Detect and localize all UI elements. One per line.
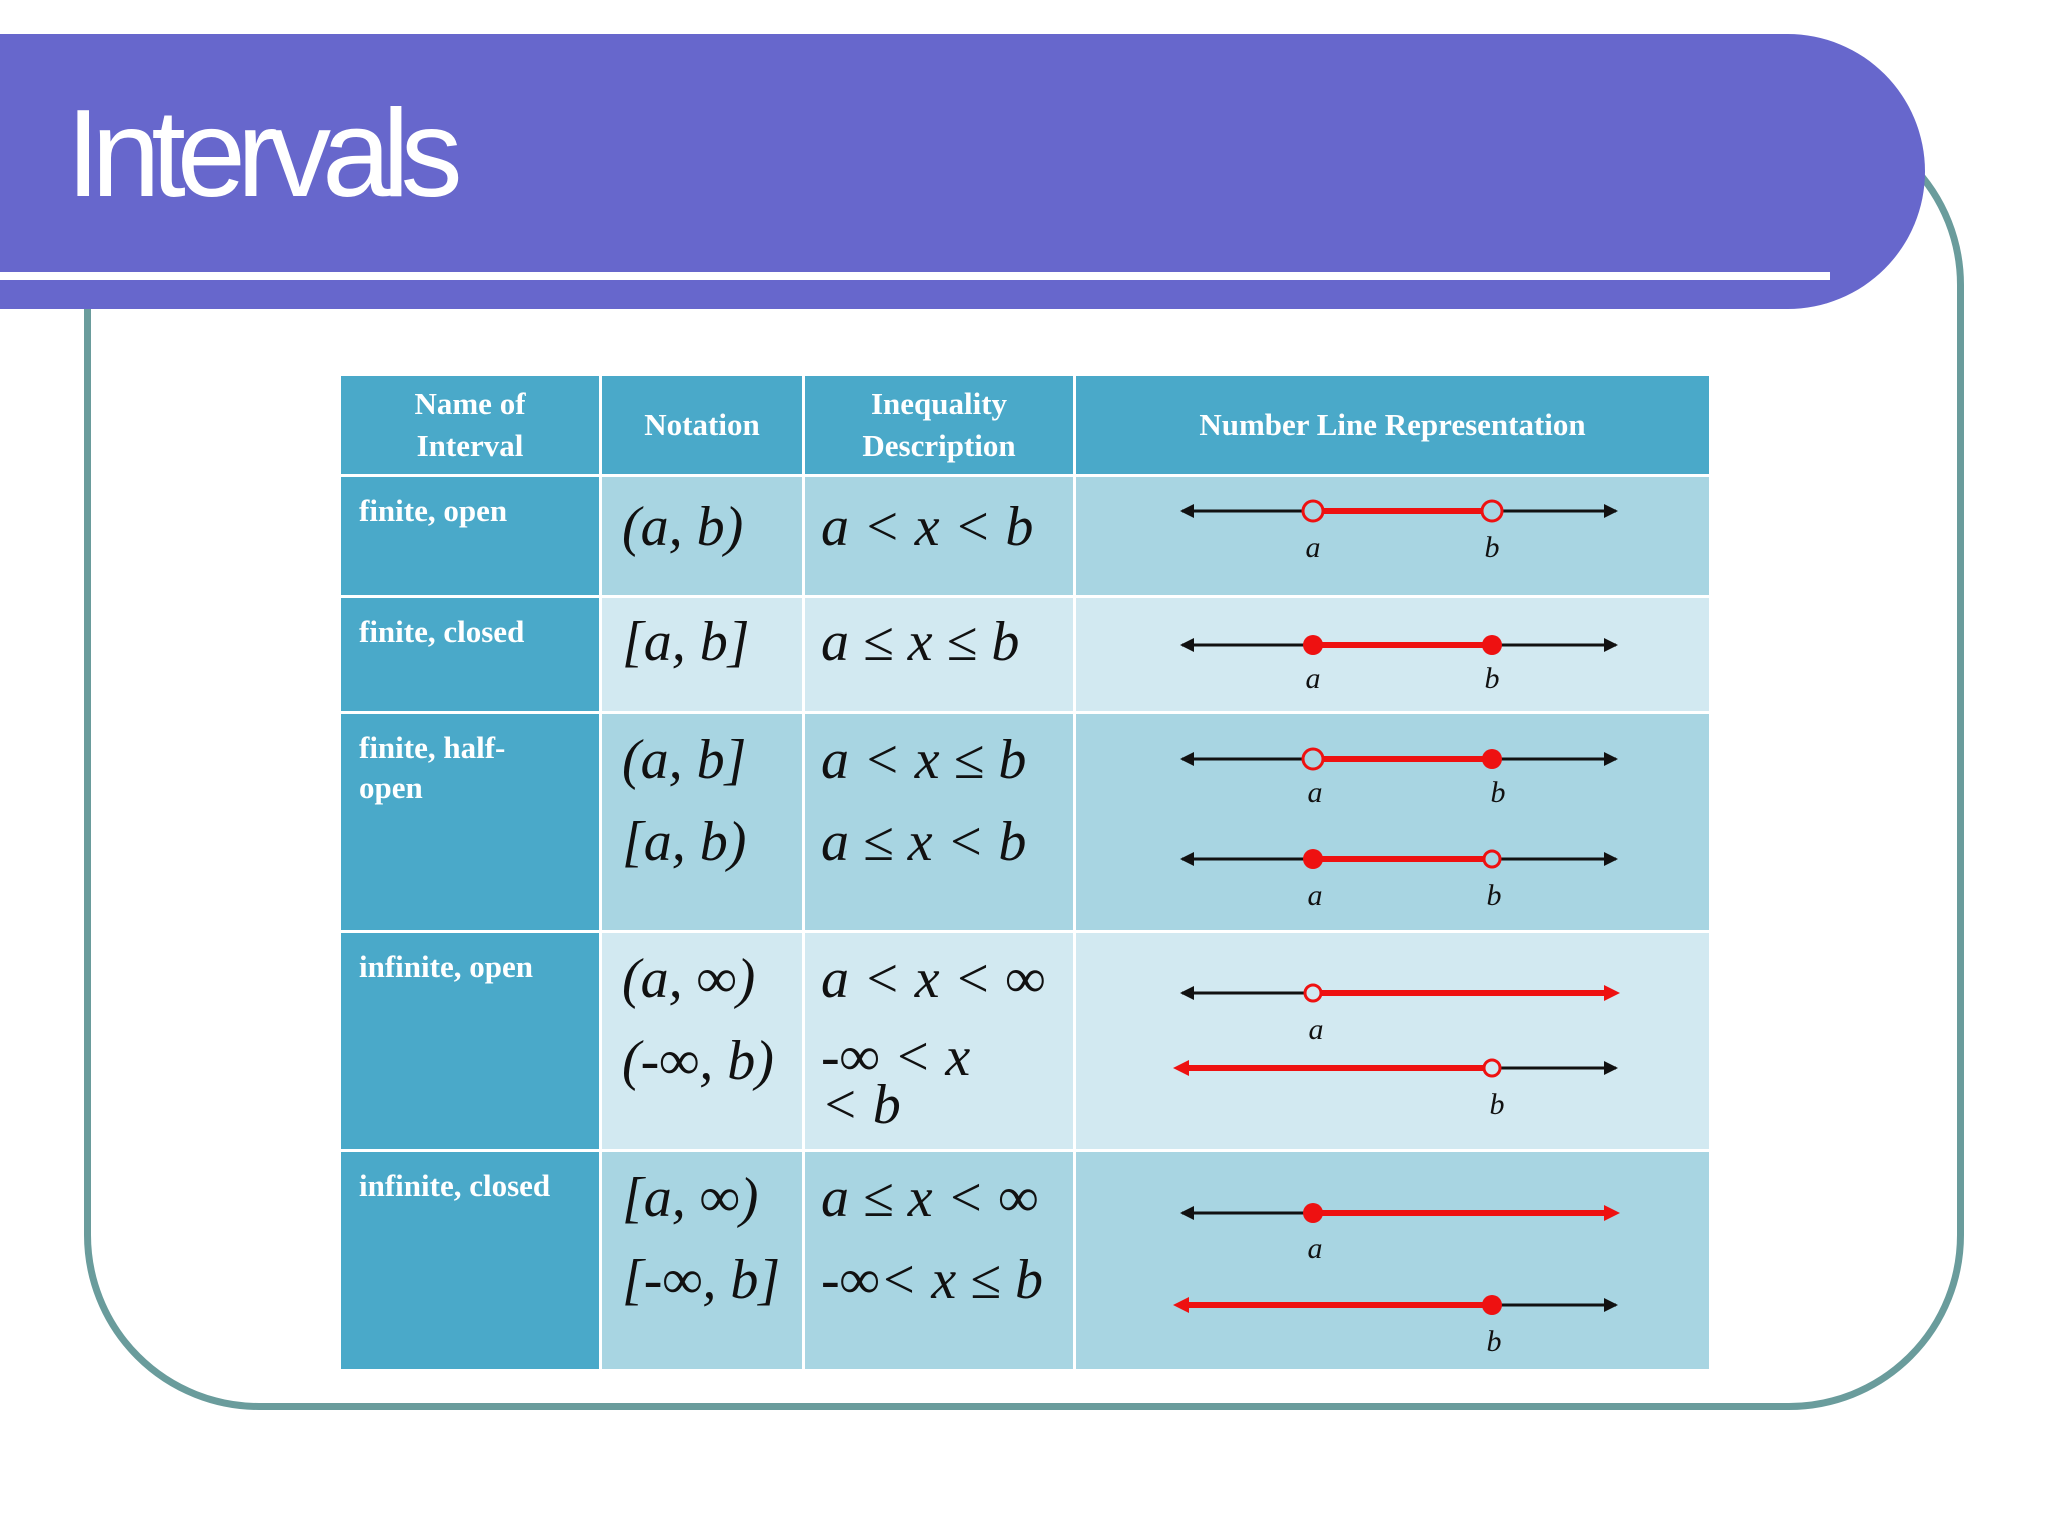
title-banner: [0, 34, 1925, 309]
interval-name: finite, half-open: [338, 711, 602, 933]
header-inequality: Inequality Description: [802, 373, 1076, 477]
number-line: a b a b: [1180, 747, 1618, 912]
interval-name: finite, open: [338, 474, 602, 598]
notation-cell: (a, ∞) (-∞, b): [599, 930, 805, 1152]
closed-endpoint: [1303, 635, 1323, 655]
interval-name: infinite, closed: [338, 1149, 602, 1372]
endpoint-label: b: [1485, 662, 1500, 695]
notation-cell: [a, b]: [599, 595, 805, 714]
number-line: a b: [1180, 635, 1618, 695]
interval-name: finite, closed: [338, 595, 602, 714]
inequality: a ≤ x ≤ b: [821, 611, 1020, 673]
notation: (a, b]: [622, 729, 747, 791]
open-endpoint: [1301, 499, 1325, 523]
endpoint-label: b: [1485, 531, 1500, 564]
table-row: infinite, open (a, ∞) (-∞, b) a < x < ∞ -∞…: [338, 930, 1712, 1152]
table-row: infinite, closed [a, ∞) [-∞, b] a ≤ x < ∞…: [338, 1149, 1712, 1372]
intervals-table: Name of Interval Notation Inequality Des…: [338, 373, 1712, 1372]
inequality: a ≤ x < b: [821, 811, 1027, 873]
closed-endpoint: [1482, 1295, 1502, 1315]
inequality-cell: a ≤ x ≤ b: [802, 595, 1076, 714]
endpoint-label: a: [1308, 776, 1323, 809]
number-line: a b: [1173, 983, 1620, 1121]
endpoint-label: a: [1306, 531, 1321, 564]
number-line-cell: a b: [1073, 595, 1712, 714]
notation: (a, ∞): [622, 948, 756, 1010]
notation: [a, b]: [622, 611, 750, 673]
open-endpoint: [1480, 499, 1504, 523]
inequality: a < x < b: [821, 496, 1034, 558]
notation: (a, b): [622, 496, 744, 558]
endpoint-label: b: [1487, 879, 1502, 912]
inequality: -∞< x ≤ b: [821, 1249, 1043, 1311]
open-endpoint: [1482, 1058, 1502, 1078]
endpoint-label: a: [1306, 662, 1321, 695]
endpoint-label: a: [1308, 1232, 1323, 1265]
inequality: -∞ < x < b: [821, 1026, 971, 1137]
table-row: finite, open (a, b) a < x < b a b: [338, 474, 1712, 598]
number-line: a b: [1180, 499, 1618, 564]
notation: [a, ∞): [622, 1167, 759, 1229]
number-line-cell: a b: [1073, 1149, 1712, 1372]
number-line: a b: [1173, 1203, 1620, 1358]
number-line-cell: a b a b: [1073, 711, 1712, 933]
notation: [a, b): [622, 811, 747, 873]
endpoint-label: b: [1491, 776, 1506, 809]
slide-title: Intervals: [66, 85, 463, 223]
endpoint-label: b: [1487, 1325, 1502, 1358]
inequality-cell: a < x ≤ b a ≤ x < b: [802, 711, 1076, 933]
table-header-row: Name of Interval Notation Inequality Des…: [338, 373, 1712, 477]
notation-cell: [a, ∞) [-∞, b]: [599, 1149, 805, 1372]
notation-cell: (a, b): [599, 474, 805, 598]
notation: (-∞, b): [622, 1030, 774, 1092]
header-number-line: Number Line Representation: [1073, 373, 1712, 477]
number-line-cell: a b: [1073, 930, 1712, 1152]
open-endpoint: [1303, 983, 1323, 1003]
inequality-cell: a ≤ x < ∞ -∞< x ≤ b: [802, 1149, 1076, 1372]
interval-name: infinite, open: [338, 930, 602, 1152]
header-notation: Notation: [599, 373, 805, 477]
endpoint-label: a: [1308, 879, 1323, 912]
endpoint-label: a: [1309, 1013, 1324, 1046]
inequality-cell: a < x < b: [802, 474, 1076, 598]
open-endpoint: [1482, 849, 1502, 869]
notation-cell: (a, b] [a, b): [599, 711, 805, 933]
closed-endpoint: [1303, 1203, 1323, 1223]
endpoint-label: b: [1490, 1088, 1505, 1121]
open-endpoint: [1301, 747, 1325, 771]
inequality: a ≤ x < ∞: [821, 1167, 1039, 1229]
closed-endpoint: [1482, 749, 1502, 769]
closed-endpoint: [1303, 849, 1323, 869]
notation: [-∞, b]: [622, 1249, 781, 1311]
inequality: a < x ≤ b: [821, 729, 1027, 791]
banner-divider: [0, 272, 1830, 280]
inequality: a < x < ∞: [821, 948, 1046, 1010]
inequality-cell: a < x < ∞ -∞ < x < b: [802, 930, 1076, 1152]
closed-endpoint: [1482, 635, 1502, 655]
table-row: finite, half-open (a, b] [a, b) a < x ≤ b…: [338, 711, 1712, 933]
header-name: Name of Interval: [338, 373, 602, 477]
number-line-cell: a b: [1073, 474, 1712, 598]
table-row: finite, closed [a, b] a ≤ x ≤ b a b: [338, 595, 1712, 714]
